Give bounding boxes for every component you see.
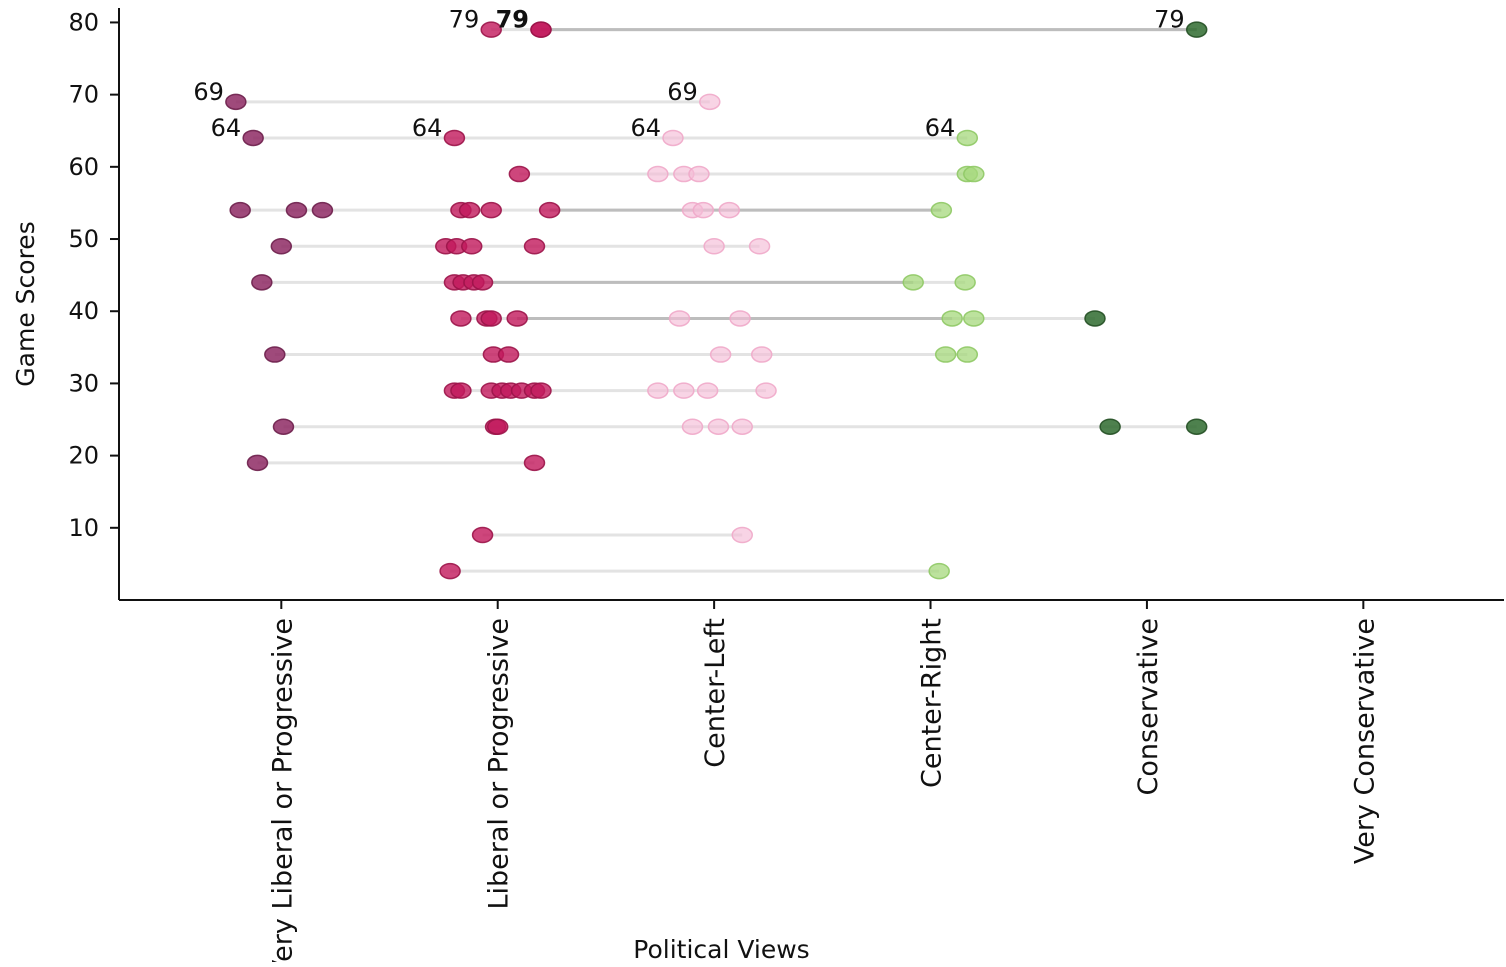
data-point xyxy=(699,93,721,111)
data-point xyxy=(1099,418,1121,435)
x-tick-label: Liberal or Progressive xyxy=(484,618,515,910)
x-axis-title: Political Views xyxy=(633,935,809,962)
data-point xyxy=(963,310,985,327)
data-point xyxy=(242,129,264,147)
data-point xyxy=(954,274,976,291)
y-tick-label: 70 xyxy=(68,81,99,109)
x-tick-label: Conservative xyxy=(1133,618,1164,795)
data-point xyxy=(707,418,730,435)
y-tick-label: 80 xyxy=(68,8,99,36)
data-label: 79 xyxy=(1154,6,1185,34)
data-point xyxy=(688,165,710,183)
y-tick-label: 30 xyxy=(68,369,99,397)
data-point xyxy=(729,310,751,327)
data-point xyxy=(731,418,753,435)
data-point xyxy=(450,310,472,327)
data-point xyxy=(902,274,924,291)
axes: 10 20 30 40 50 60 70 80 Very Liberal or Progres… xyxy=(68,8,1504,967)
data-point xyxy=(696,382,719,399)
data-point xyxy=(703,237,725,255)
data-point xyxy=(1185,418,1208,435)
data-label: 64 xyxy=(211,114,242,142)
data-point xyxy=(538,201,561,219)
data-point xyxy=(480,21,502,38)
data-point xyxy=(523,454,546,472)
y-tick-label: 60 xyxy=(68,153,99,181)
data-point xyxy=(458,201,481,219)
data-point xyxy=(443,129,466,147)
connector-lines xyxy=(235,28,1197,573)
data-point xyxy=(486,418,509,435)
data-label: 64 xyxy=(412,114,443,142)
data-point xyxy=(251,274,273,291)
y-tick-label: 10 xyxy=(68,514,99,542)
data-point xyxy=(506,310,528,327)
data-point xyxy=(928,562,950,580)
data-point xyxy=(668,310,691,327)
x-tick-label: Center-Left xyxy=(700,618,731,768)
data-label: 64 xyxy=(925,114,956,142)
data-point xyxy=(225,93,247,111)
data-point xyxy=(285,201,308,219)
data-point xyxy=(662,129,684,147)
data-point xyxy=(709,346,732,363)
data-point xyxy=(497,346,520,363)
data-label: 64 xyxy=(630,114,661,142)
data-point xyxy=(731,526,753,544)
data-label: 69 xyxy=(667,78,698,106)
x-tick-label: Very Conservative xyxy=(1349,618,1380,864)
data-point xyxy=(270,237,293,255)
data-point xyxy=(480,310,502,327)
data-point xyxy=(311,201,334,219)
data-point xyxy=(272,418,295,435)
y-axis-title: Game Scores xyxy=(11,221,40,386)
data-points xyxy=(225,21,1208,580)
data-point xyxy=(647,165,669,183)
y-tick-label: 40 xyxy=(68,297,99,325)
y-ticks: 10 20 30 40 50 60 70 80 xyxy=(68,8,119,542)
data-point xyxy=(508,165,531,183)
data-point xyxy=(963,165,985,183)
data-point xyxy=(229,201,251,219)
data-point xyxy=(480,201,502,219)
data-point xyxy=(523,237,546,255)
data-point xyxy=(673,382,695,399)
data-point xyxy=(934,346,957,363)
data-point xyxy=(692,201,715,219)
y-tick-label: 20 xyxy=(68,442,99,470)
data-point xyxy=(439,562,461,580)
data-label: 69 xyxy=(193,78,224,106)
data-point xyxy=(755,382,777,399)
data-point xyxy=(264,346,286,363)
data-point xyxy=(460,237,483,255)
data-point xyxy=(471,526,494,544)
data-point xyxy=(450,382,472,399)
x-ticks: Very Liberal or Progressive Liberal or Pr… xyxy=(267,600,1380,967)
data-point xyxy=(471,274,494,291)
data-point xyxy=(530,382,552,399)
data-point xyxy=(748,237,771,255)
data-point xyxy=(956,129,979,147)
data-point xyxy=(246,454,269,472)
data-point xyxy=(718,201,741,219)
x-tick-label: Center-Right xyxy=(917,618,948,788)
data-point xyxy=(647,382,669,399)
data-point xyxy=(1185,21,1208,38)
data-point xyxy=(941,310,963,327)
data-point xyxy=(956,346,979,363)
data-point xyxy=(750,346,773,363)
data-point xyxy=(930,201,953,219)
data-point xyxy=(530,21,552,38)
y-tick-label: 50 xyxy=(68,225,99,253)
x-tick-label: Very Liberal or Progressive xyxy=(267,618,298,962)
data-point xyxy=(1084,310,1106,327)
data-label: 79 xyxy=(449,6,480,34)
data-label: 79 xyxy=(496,6,529,34)
data-point xyxy=(681,418,704,435)
